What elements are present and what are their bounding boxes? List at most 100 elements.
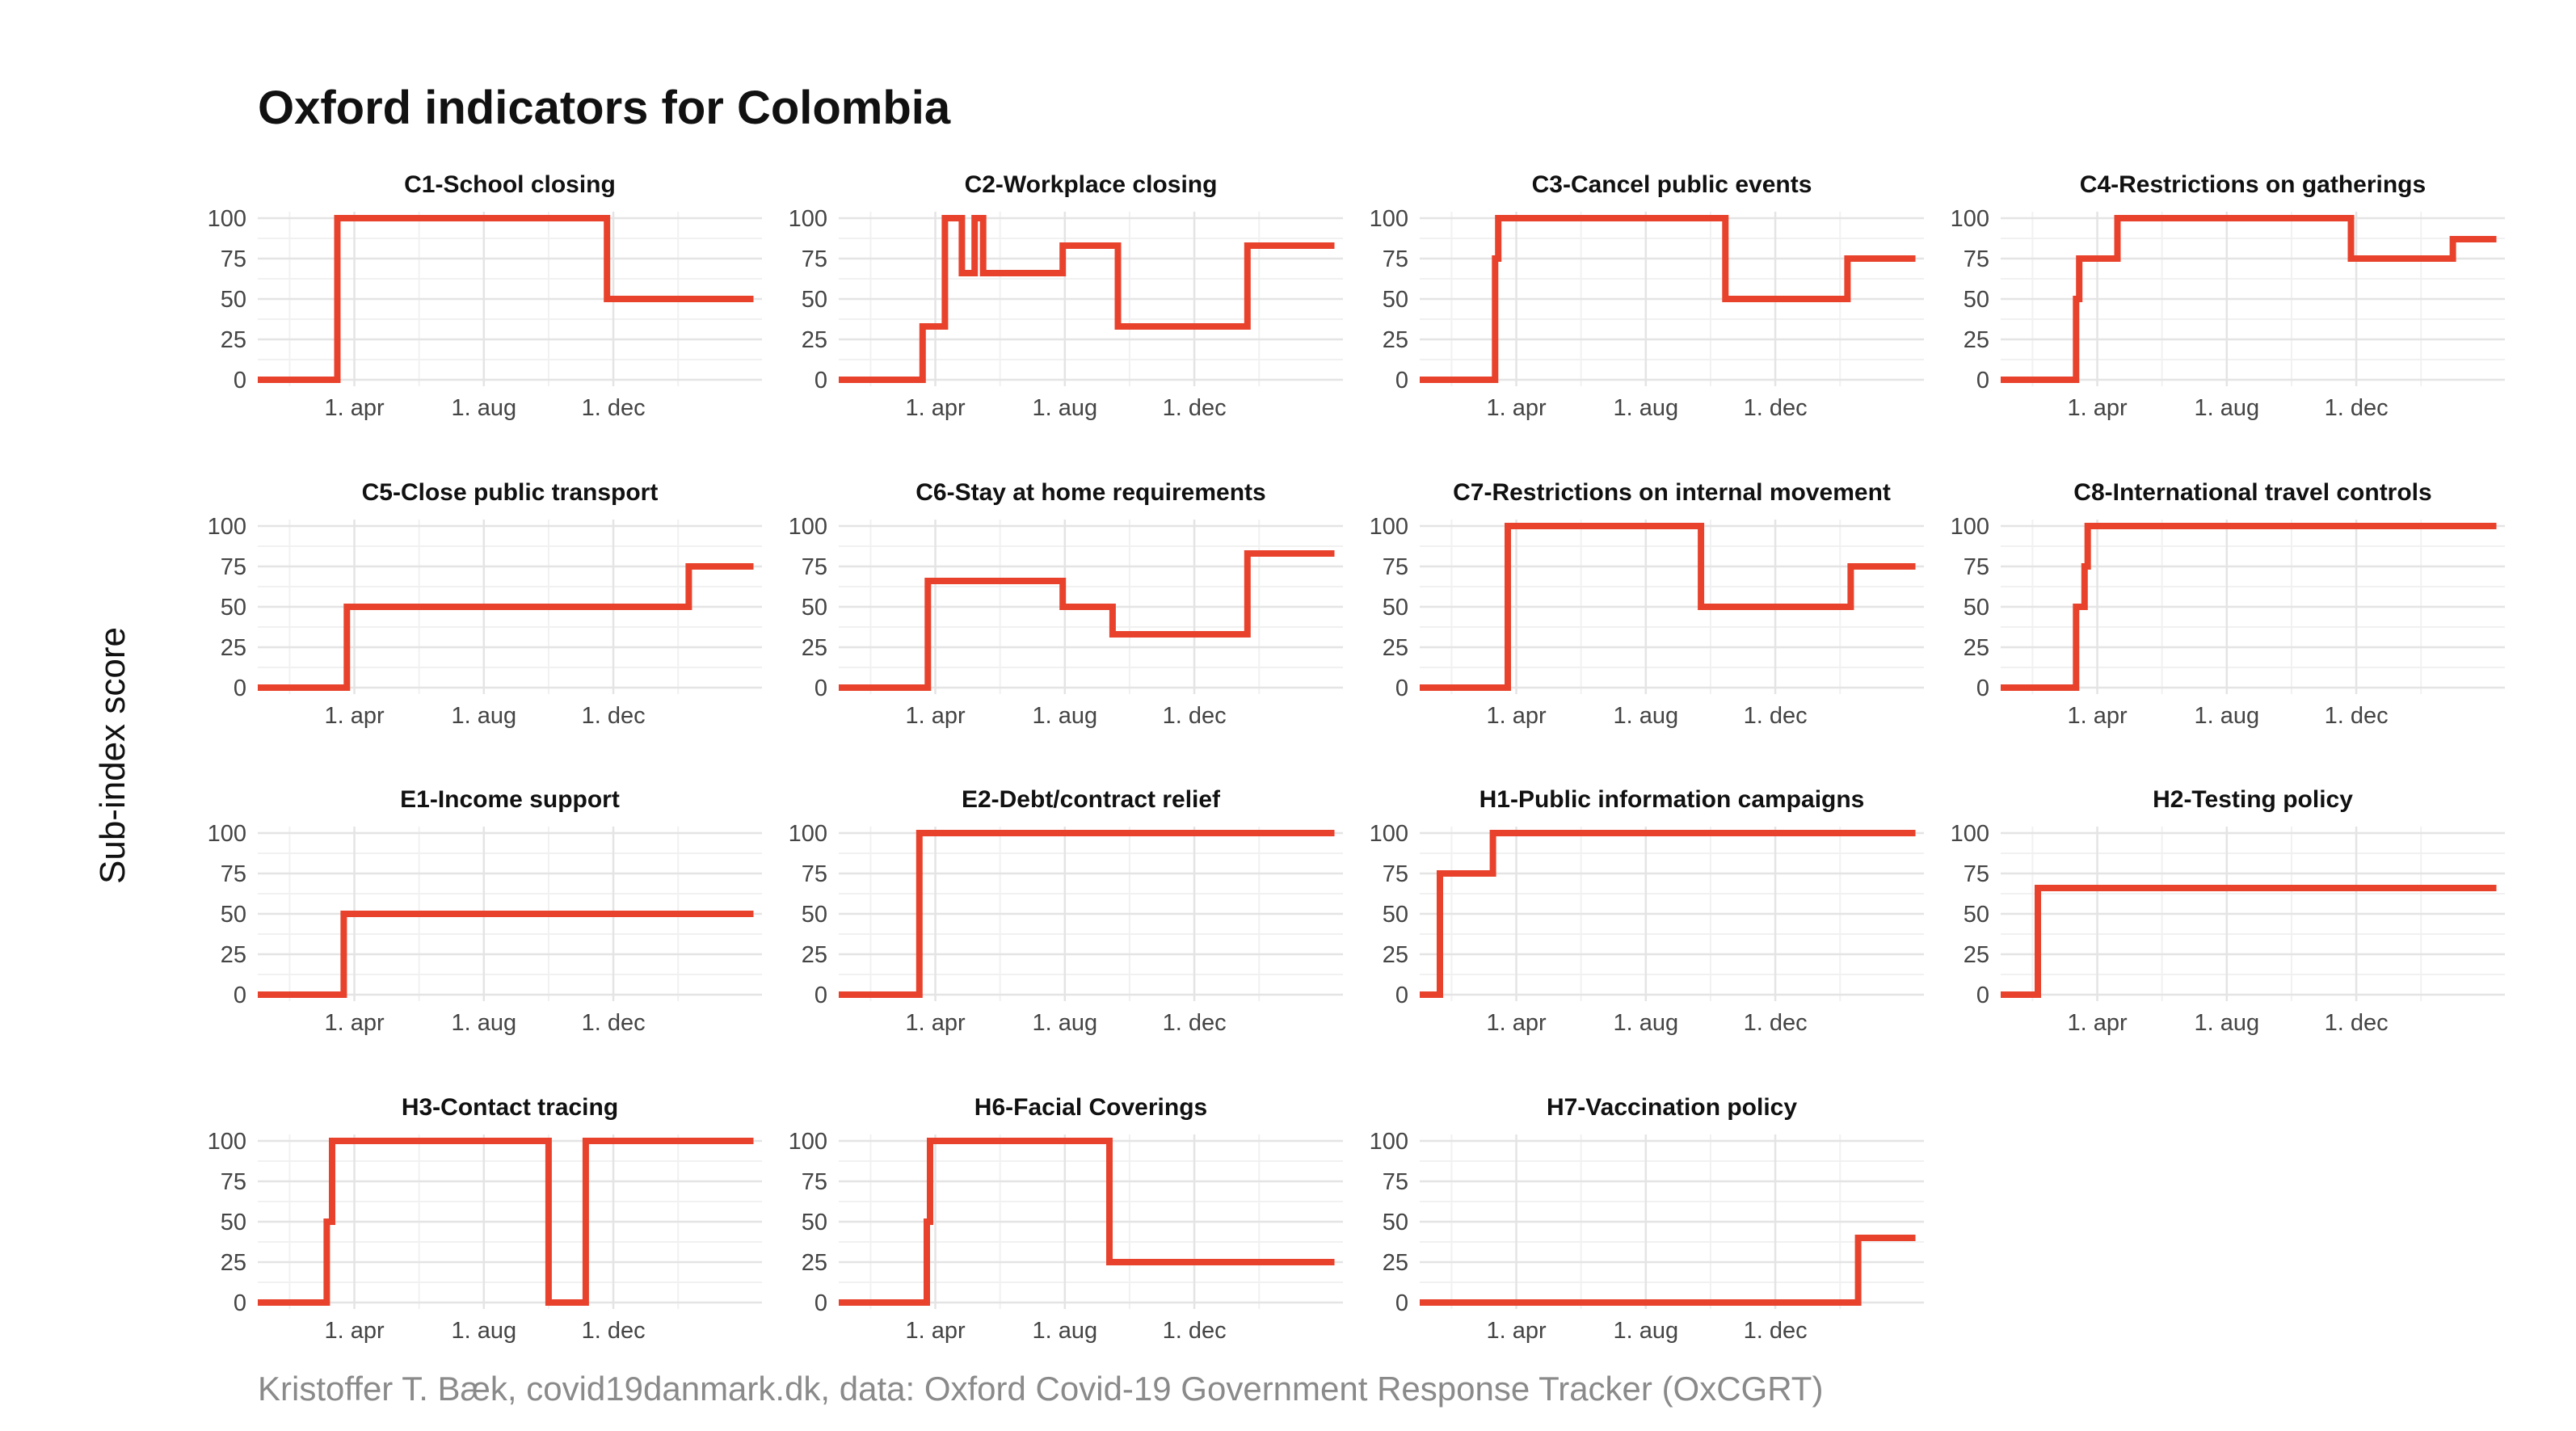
x-tick-label: 1. aug xyxy=(1032,703,1097,729)
y-tick-label: 0 xyxy=(234,1290,246,1316)
y-tick-label: 25 xyxy=(1383,327,1408,353)
series-line xyxy=(1420,1235,1916,1306)
y-tick-label: 0 xyxy=(1395,676,1408,701)
source-caption: Kristoffer T. Bæk, covid19danmark.dk, da… xyxy=(258,1370,1824,1408)
y-tick-label: 75 xyxy=(221,1169,246,1195)
y-tick-label: 25 xyxy=(221,327,246,353)
x-tick-label: 1. aug xyxy=(2194,395,2259,421)
x-tick-label: 1. dec xyxy=(1163,703,1227,729)
x-tick-label: 1. aug xyxy=(2194,1010,2259,1036)
y-tick-label: 100 xyxy=(1370,206,1408,232)
y-tick-label: 50 xyxy=(802,902,827,928)
x-tick-label: 1. dec xyxy=(1744,1318,1808,1344)
y-tick-label: 25 xyxy=(1964,942,1989,968)
series-line xyxy=(258,563,754,691)
x-tick-label: 1. aug xyxy=(451,395,516,421)
y-tick-label: 75 xyxy=(1964,554,1989,580)
y-tick-label: 50 xyxy=(1383,1210,1408,1235)
x-tick-label: 1. apr xyxy=(324,703,384,729)
x-tick-label: 1. aug xyxy=(451,1010,516,1036)
y-tick-label: 100 xyxy=(1951,821,1989,847)
y-tick-label: 100 xyxy=(789,1129,827,1155)
x-tick-label: 1. dec xyxy=(582,1010,646,1036)
y-tick-label: 25 xyxy=(1964,327,1989,353)
x-tick-label: 1. aug xyxy=(1613,1318,1678,1344)
panel-title: C8-International travel controls xyxy=(2073,479,2431,506)
panel-c1: C1-School closing 0 25 50 75 100 1. apr 1. aug 1… xyxy=(208,171,762,421)
x-tick-label: 1. aug xyxy=(451,703,516,729)
series-line xyxy=(2001,885,2497,998)
panel-h6: H6-Facial Coverings 0 25 50 75 100 1. apr 1. au… xyxy=(789,1094,1343,1344)
y-tick-label: 25 xyxy=(1383,1250,1408,1276)
y-tick-label: 25 xyxy=(1383,635,1408,661)
x-tick-label: 1. aug xyxy=(2194,703,2259,729)
y-tick-label: 100 xyxy=(1951,206,1989,232)
panel-title: C7-Restrictions on internal movement xyxy=(1453,479,1891,506)
panel-c3: C3-Cancel public events 0 25 50 75 100 1. apr 1… xyxy=(1370,171,1924,421)
panel-c6: C6-Stay at home requirements 0 25 50 75 100 1.… xyxy=(789,479,1343,729)
y-tick-label: 50 xyxy=(1383,902,1408,928)
y-tick-label: 50 xyxy=(1964,595,1989,621)
panel-e1: E1-Income support 0 25 50 75 100 1. apr 1. aug 1… xyxy=(208,786,762,1036)
y-tick-label: 50 xyxy=(221,1210,246,1235)
series-line xyxy=(2001,215,2497,383)
panel-title: E2-Debt/contract relief xyxy=(962,786,1221,813)
y-tick-label: 75 xyxy=(802,246,827,272)
series-line xyxy=(839,550,1335,691)
x-tick-label: 1. dec xyxy=(2325,1010,2389,1036)
panel-title: E1-Income support xyxy=(400,786,620,813)
y-tick-label: 100 xyxy=(789,821,827,847)
panel-h1: H1-Public information campaigns 0 25 50 75 10… xyxy=(1370,786,1924,1036)
y-tick-label: 25 xyxy=(221,942,246,968)
panel-c5: C5-Close public transport 0 25 50 75 100 1. ap… xyxy=(208,479,762,729)
y-tick-label: 100 xyxy=(208,514,246,540)
y-tick-label: 75 xyxy=(221,554,246,580)
series-line xyxy=(1420,523,1916,691)
series-line xyxy=(1420,830,1916,998)
y-tick-label: 100 xyxy=(208,1129,246,1155)
x-tick-label: 1. apr xyxy=(1486,395,1546,421)
y-tick-label: 0 xyxy=(234,676,246,701)
x-tick-label: 1. dec xyxy=(1163,1010,1227,1036)
panel-title: H6-Facial Coverings xyxy=(974,1094,1207,1121)
y-tick-label: 50 xyxy=(802,287,827,313)
panel-title: H2-Testing policy xyxy=(2153,786,2353,813)
x-tick-label: 1. apr xyxy=(1486,1010,1546,1036)
y-tick-label: 100 xyxy=(1951,514,1989,540)
y-tick-label: 50 xyxy=(1964,902,1989,928)
panel-h2: H2-Testing policy 0 25 50 75 100 1. apr 1. aug 1… xyxy=(1951,786,2505,1036)
series-line xyxy=(839,830,1335,998)
series-line xyxy=(2001,523,2497,691)
y-tick-label: 75 xyxy=(1383,554,1408,580)
panel-title: H3-Contact tracing xyxy=(402,1094,618,1121)
y-tick-label: 0 xyxy=(234,983,246,1008)
panel-h3: H3-Contact tracing 0 25 50 75 100 1. apr 1. aug… xyxy=(208,1094,762,1344)
y-tick-label: 0 xyxy=(814,1290,827,1316)
y-tick-label: 0 xyxy=(1395,983,1408,1008)
x-tick-label: 1. apr xyxy=(905,1010,965,1036)
x-tick-label: 1. apr xyxy=(2067,703,2127,729)
series-line xyxy=(258,1138,754,1306)
y-tick-label: 0 xyxy=(1395,1290,1408,1316)
y-tick-label: 50 xyxy=(221,595,246,621)
x-tick-label: 1. aug xyxy=(451,1318,516,1344)
panel-title: H7-Vaccination policy xyxy=(1547,1094,1797,1121)
y-tick-label: 25 xyxy=(1964,635,1989,661)
y-tick-label: 75 xyxy=(1964,246,1989,272)
y-tick-label: 50 xyxy=(1383,595,1408,621)
x-tick-label: 1. apr xyxy=(905,703,965,729)
panel-title: C1-School closing xyxy=(404,171,616,198)
x-tick-label: 1. dec xyxy=(1744,1010,1808,1036)
panel-title: C2-Workplace closing xyxy=(965,171,1218,198)
x-tick-label: 1. aug xyxy=(1613,1010,1678,1036)
x-tick-label: 1. aug xyxy=(1613,395,1678,421)
x-tick-label: 1. dec xyxy=(1744,703,1808,729)
x-tick-label: 1. dec xyxy=(1744,395,1808,421)
x-tick-label: 1. apr xyxy=(2067,395,2127,421)
panel-c4: C4-Restrictions on gatherings 0 25 50 75 100 1… xyxy=(1951,171,2505,421)
panel-title: C4-Restrictions on gatherings xyxy=(2080,171,2426,198)
y-tick-label: 0 xyxy=(1976,983,1989,1008)
y-tick-label: 100 xyxy=(1370,514,1408,540)
panel-title: C5-Close public transport xyxy=(362,479,659,506)
